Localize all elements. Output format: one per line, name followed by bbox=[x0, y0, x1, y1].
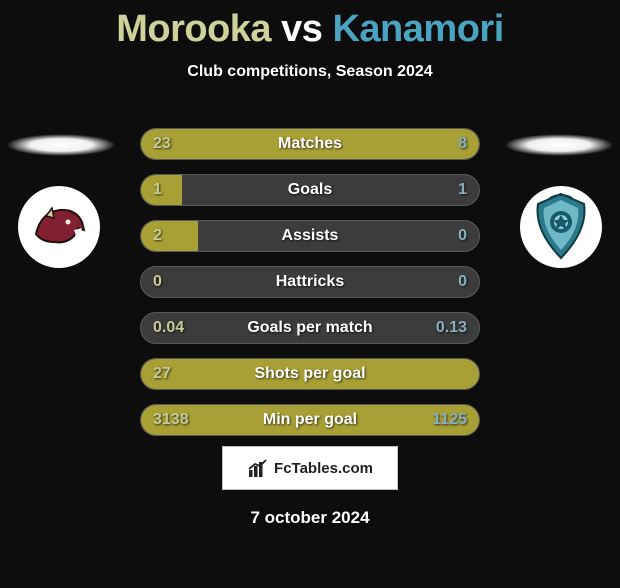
stat-value-right: 0 bbox=[458, 221, 467, 251]
player1-name: Morooka bbox=[116, 8, 271, 50]
shadow-left bbox=[6, 134, 116, 156]
stat-label: Hattricks bbox=[141, 267, 479, 297]
stat-label: Assists bbox=[141, 221, 479, 251]
team-badge-left bbox=[18, 186, 100, 268]
shadow-right bbox=[504, 134, 614, 156]
stat-row: 27Shots per goal bbox=[140, 358, 480, 390]
coyote-logo-icon bbox=[26, 194, 92, 260]
chart-icon bbox=[247, 457, 269, 479]
watermark-text: FcTables.com bbox=[274, 460, 373, 477]
stat-value-right: 0.13 bbox=[436, 313, 467, 343]
stat-label: Goals per match bbox=[141, 313, 479, 343]
date-label: 7 october 2024 bbox=[0, 508, 620, 528]
vs-text: vs bbox=[281, 8, 322, 50]
team-badge-right bbox=[520, 186, 602, 268]
stat-label: Matches bbox=[141, 129, 479, 159]
stat-row: 0.04Goals per match0.13 bbox=[140, 312, 480, 344]
stats-bars: 23Matches81Goals12Assists00Hattricks00.0… bbox=[140, 128, 480, 450]
stat-label: Shots per goal bbox=[141, 359, 479, 389]
stat-label: Min per goal bbox=[141, 405, 479, 435]
crest-logo-icon bbox=[526, 190, 596, 264]
player2-name: Kanamori bbox=[332, 8, 503, 50]
stat-row: 23Matches8 bbox=[140, 128, 480, 160]
stat-row: 2Assists0 bbox=[140, 220, 480, 252]
stat-row: 1Goals1 bbox=[140, 174, 480, 206]
subtitle: Club competitions, Season 2024 bbox=[0, 63, 620, 81]
stat-value-right: 0 bbox=[458, 267, 467, 297]
stat-label: Goals bbox=[141, 175, 479, 205]
stat-row: 0Hattricks0 bbox=[140, 266, 480, 298]
stat-row: 3138Min per goal1125 bbox=[140, 404, 480, 436]
stat-value-right: 1 bbox=[458, 175, 467, 205]
stat-value-right: 1125 bbox=[432, 405, 467, 435]
stat-value-right: 8 bbox=[458, 129, 467, 159]
watermark: FcTables.com bbox=[222, 446, 398, 490]
comparison-title: Morooka vs Kanamori bbox=[0, 8, 620, 51]
